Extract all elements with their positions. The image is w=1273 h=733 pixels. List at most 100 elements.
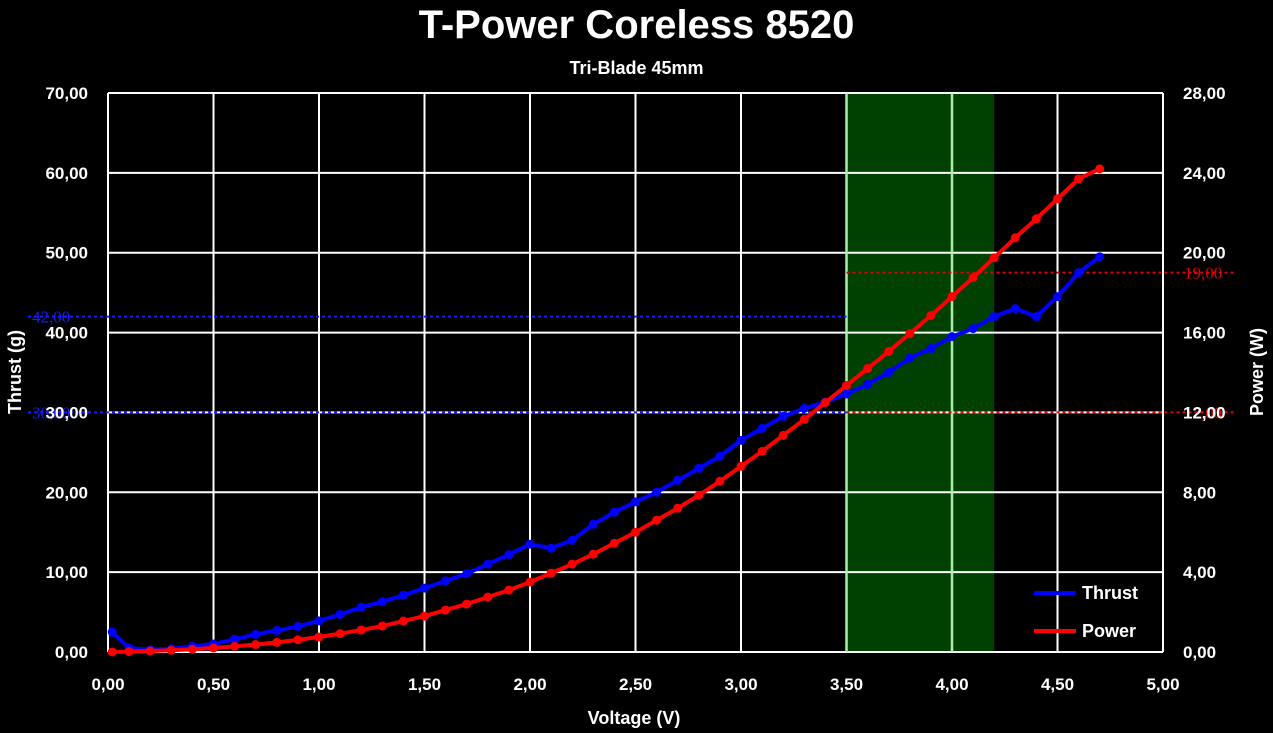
legend-label-thrust: Thrust bbox=[1082, 583, 1138, 603]
data-point-thrust bbox=[1010, 304, 1020, 314]
y2-tick-label: 16,00 bbox=[1183, 324, 1226, 343]
data-point-thrust bbox=[398, 590, 408, 600]
data-point-thrust bbox=[842, 389, 851, 399]
reference-label-right: 12,00 bbox=[1184, 403, 1222, 422]
data-point-power bbox=[314, 632, 324, 642]
chart-title: T-Power Coreless 8520 bbox=[418, 3, 855, 47]
data-point-thrust bbox=[715, 451, 725, 461]
data-point-thrust bbox=[272, 625, 282, 635]
legend: Thrust Power bbox=[1034, 583, 1138, 641]
data-point-power bbox=[441, 605, 451, 615]
data-point-power bbox=[145, 646, 155, 656]
data-point-power bbox=[398, 616, 408, 626]
x-tick-label: 1,00 bbox=[302, 675, 335, 694]
data-point-thrust bbox=[420, 583, 429, 593]
y2-axis-label: Power (W) bbox=[1247, 328, 1267, 416]
data-point-thrust bbox=[377, 597, 387, 607]
x-tick-label: 2,50 bbox=[619, 675, 652, 694]
data-point-power bbox=[209, 643, 218, 653]
data-point-thrust bbox=[694, 463, 704, 473]
y-tick-label: 20,00 bbox=[45, 483, 88, 502]
x-tick-label: 0,50 bbox=[197, 675, 230, 694]
data-point-thrust bbox=[1074, 268, 1084, 278]
data-point-thrust bbox=[356, 602, 366, 612]
data-point-power bbox=[525, 577, 535, 587]
data-point-power bbox=[293, 635, 303, 645]
data-point-thrust bbox=[1031, 312, 1041, 322]
data-point-power bbox=[863, 364, 873, 374]
data-point-thrust bbox=[905, 353, 915, 363]
y2-tick-label: 28,00 bbox=[1183, 84, 1226, 103]
y-tick-label: 30,00 bbox=[45, 403, 88, 422]
data-point-power bbox=[588, 549, 598, 559]
data-point-power bbox=[166, 645, 176, 655]
reference-label-right: 19,00 bbox=[1184, 264, 1222, 283]
data-point-power bbox=[483, 592, 493, 602]
data-point-thrust bbox=[230, 634, 240, 644]
x-tick-label: 3,00 bbox=[724, 675, 757, 694]
reference-label-left: 42,00 bbox=[32, 308, 70, 327]
data-point-power bbox=[694, 490, 704, 500]
data-point-power bbox=[947, 292, 957, 302]
x-axis-label: Voltage (V) bbox=[588, 708, 681, 728]
highlight-band bbox=[846, 93, 995, 652]
data-point-power bbox=[251, 640, 261, 650]
chart-subtitle: Tri-Blade 45mm bbox=[569, 58, 704, 78]
data-point-thrust bbox=[107, 627, 117, 637]
data-point-power bbox=[884, 347, 894, 357]
data-point-power bbox=[968, 273, 978, 283]
data-point-power bbox=[356, 625, 366, 635]
data-point-power bbox=[609, 538, 619, 548]
data-point-thrust bbox=[462, 569, 472, 579]
y-axis-label: Thrust (g) bbox=[5, 330, 25, 414]
x-tick-label: 2,00 bbox=[513, 675, 546, 694]
data-point-power bbox=[1053, 194, 1062, 204]
data-point-power bbox=[673, 503, 683, 513]
data-point-power bbox=[1031, 214, 1041, 224]
highlight-band-layer bbox=[846, 93, 995, 652]
data-point-thrust bbox=[947, 332, 957, 342]
data-point-power bbox=[377, 621, 387, 631]
x-tick-label: 3,50 bbox=[830, 675, 863, 694]
data-point-power bbox=[820, 397, 830, 407]
data-point-power bbox=[124, 647, 134, 657]
y-tick-label: 70,00 bbox=[45, 84, 88, 103]
reference-label-left: 30,00 bbox=[32, 403, 70, 422]
data-point-thrust bbox=[673, 475, 683, 485]
reference-lines-layer: 30,00 42,00 12,00 19,00 bbox=[28, 264, 1236, 422]
data-point-power bbox=[778, 430, 788, 440]
data-point-thrust bbox=[968, 324, 978, 334]
data-point-power bbox=[272, 637, 282, 647]
data-point-thrust bbox=[609, 507, 619, 517]
data-point-thrust bbox=[588, 519, 598, 529]
data-point-power bbox=[757, 446, 767, 456]
grid-layer bbox=[107, 92, 1164, 653]
y2-tick-label: 24,00 bbox=[1183, 164, 1226, 183]
y-tick-label: 0,00 bbox=[55, 643, 88, 662]
legend-label-power: Power bbox=[1082, 621, 1136, 641]
data-point-thrust bbox=[546, 543, 556, 553]
data-point-thrust bbox=[504, 550, 514, 560]
x-tick-label: 4,50 bbox=[1041, 675, 1074, 694]
data-point-power bbox=[715, 476, 725, 486]
data-point-power bbox=[631, 527, 640, 537]
data-point-power bbox=[107, 647, 117, 657]
data-point-power bbox=[1095, 164, 1105, 174]
y2-tick-label: 8,00 bbox=[1183, 483, 1216, 502]
data-point-thrust bbox=[293, 621, 303, 631]
data-point-thrust bbox=[799, 403, 809, 413]
x-tick-label: 1,50 bbox=[408, 675, 441, 694]
data-point-thrust bbox=[483, 559, 493, 569]
data-point-power bbox=[420, 611, 429, 621]
x-tick-label: 0,00 bbox=[91, 675, 124, 694]
y2-tick-label: 20,00 bbox=[1183, 244, 1226, 263]
data-point-thrust bbox=[652, 487, 662, 497]
data-point-thrust bbox=[314, 616, 324, 626]
data-point-power bbox=[335, 629, 345, 639]
data-point-thrust bbox=[989, 312, 999, 322]
data-point-thrust bbox=[441, 576, 451, 586]
data-point-thrust bbox=[631, 497, 640, 507]
data-point-thrust bbox=[757, 423, 767, 433]
y-tick-label: 40,00 bbox=[45, 324, 88, 343]
data-point-power bbox=[187, 644, 197, 654]
